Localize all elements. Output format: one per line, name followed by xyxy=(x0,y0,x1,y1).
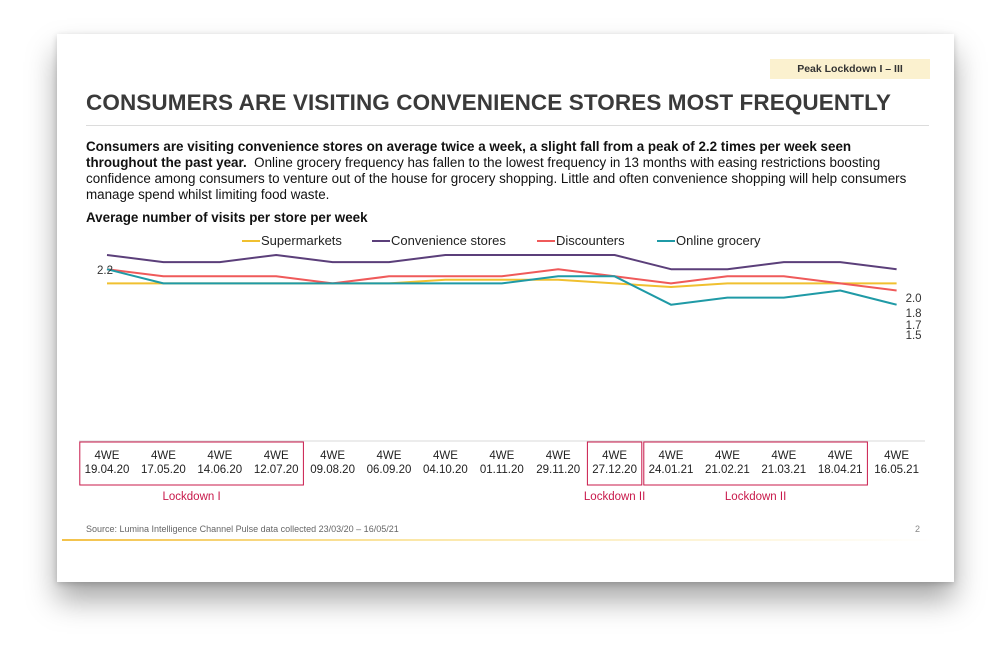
tick-label: 04.10.20 xyxy=(423,464,468,476)
lockdown-label: Lockdown II xyxy=(584,491,645,503)
tick-label-prefix: 4WE xyxy=(320,450,345,462)
series-line xyxy=(106,254,897,271)
tick-label: 18.04.21 xyxy=(818,464,863,476)
series-line xyxy=(106,268,897,306)
tick-label: 01.11.20 xyxy=(480,464,524,476)
line-chart: Supermarkets Convenience stores Discounter… xyxy=(79,233,925,503)
lockdown-box xyxy=(586,441,643,486)
tick-label-prefix: 4WE xyxy=(264,450,289,462)
tick-label: 14.06.20 xyxy=(197,464,242,476)
tick-label: 29.11.20 xyxy=(536,464,580,476)
lockdown-label: Lockdown I xyxy=(163,491,221,503)
tick-label: 12.07.20 xyxy=(254,464,299,476)
period-tag: Peak Lockdown I – III xyxy=(770,59,930,79)
data-label: 1.8 xyxy=(906,308,922,320)
legend-label: Online grocery xyxy=(676,233,761,248)
data-label: 2.2 xyxy=(97,265,113,277)
legend-label: Discounters xyxy=(556,233,625,248)
slide-title: CONSUMERS ARE VISITING CONVENIENCE STORE… xyxy=(86,90,891,115)
tick-label-prefix: 4WE xyxy=(659,450,684,462)
data-label: 2.0 xyxy=(906,293,922,305)
tick-label: 16.05.21 xyxy=(874,464,919,476)
series-line xyxy=(106,268,897,292)
tick-label-prefix: 4WE xyxy=(884,450,909,462)
legend-label: Convenience stores xyxy=(391,233,506,248)
tick-label: 09.08.20 xyxy=(310,464,355,476)
description-bold: Consumers are visiting convenience store… xyxy=(86,139,852,170)
tick-label-prefix: 4WE xyxy=(771,450,796,462)
tick-label-prefix: 4WE xyxy=(377,450,402,462)
page-number: 2 xyxy=(915,524,921,534)
tick-label-prefix: 4WE xyxy=(828,450,853,462)
description-text: Online grocery frequency has fallen to t… xyxy=(86,155,907,202)
footer-divider xyxy=(62,539,935,541)
tick-label-prefix: 4WE xyxy=(546,450,571,462)
tick-label-prefix: 4WE xyxy=(433,450,458,462)
tick-label: 19.04.20 xyxy=(85,464,130,476)
data-label: 1.7 xyxy=(906,320,922,332)
legend-label: Supermarkets xyxy=(261,233,342,248)
source-note: Source: Lumina Intelligence Channel Puls… xyxy=(86,524,399,534)
tick-label: 27.12.20 xyxy=(592,464,637,476)
lockdown-box xyxy=(643,441,868,486)
tick-label-prefix: 4WE xyxy=(151,450,176,462)
chart-title: Average number of visits per store per w… xyxy=(86,210,368,225)
tick-label: 21.03.21 xyxy=(761,464,806,476)
data-label: 1.5 xyxy=(906,330,922,342)
tick-label-prefix: 4WE xyxy=(95,450,120,462)
description: Consumers are visiting convenience store… xyxy=(86,139,921,203)
lockdown-label: Lockdown II xyxy=(725,491,786,503)
tick-label: 06.09.20 xyxy=(367,464,412,476)
tick-label-prefix: 4WE xyxy=(207,450,232,462)
tick-label-prefix: 4WE xyxy=(489,450,514,462)
tick-label: 21.02.21 xyxy=(705,464,750,476)
tick-label-prefix: 4WE xyxy=(602,450,627,462)
slide: Peak Lockdown I – III CONSUMERS ARE VISI… xyxy=(57,34,954,582)
title-divider xyxy=(86,125,929,126)
lockdown-box xyxy=(79,441,304,486)
tick-label: 17.05.20 xyxy=(141,464,186,476)
tick-label: 24.01.21 xyxy=(649,464,694,476)
tick-label-prefix: 4WE xyxy=(715,450,740,462)
